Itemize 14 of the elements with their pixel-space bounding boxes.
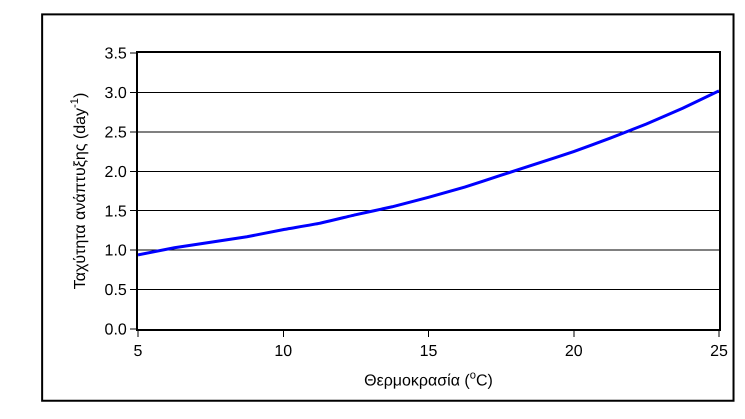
y-tick-label: 3.0 — [104, 85, 127, 102]
x-tick-label: 15 — [420, 343, 438, 360]
x-tick-label: 20 — [564, 343, 583, 360]
x-tick-label: 5 — [134, 343, 143, 360]
y-tick-label: 2.0 — [104, 164, 127, 181]
y-tick-label: 1.0 — [104, 242, 127, 260]
x-tick-label: 10 — [274, 343, 292, 360]
y-tick-label: 2.5 — [104, 124, 127, 142]
x-tick-label: 25 — [710, 343, 728, 360]
y-tick-label: 1.5 — [104, 203, 127, 220]
y-tick-label: 0.5 — [104, 282, 127, 300]
y-tick-label: 0.0 — [104, 322, 127, 339]
y-tick-label: 3.5 — [104, 46, 127, 63]
x-axis-title: Θερμοκρασία ($^{o}$C) — [364, 370, 493, 390]
